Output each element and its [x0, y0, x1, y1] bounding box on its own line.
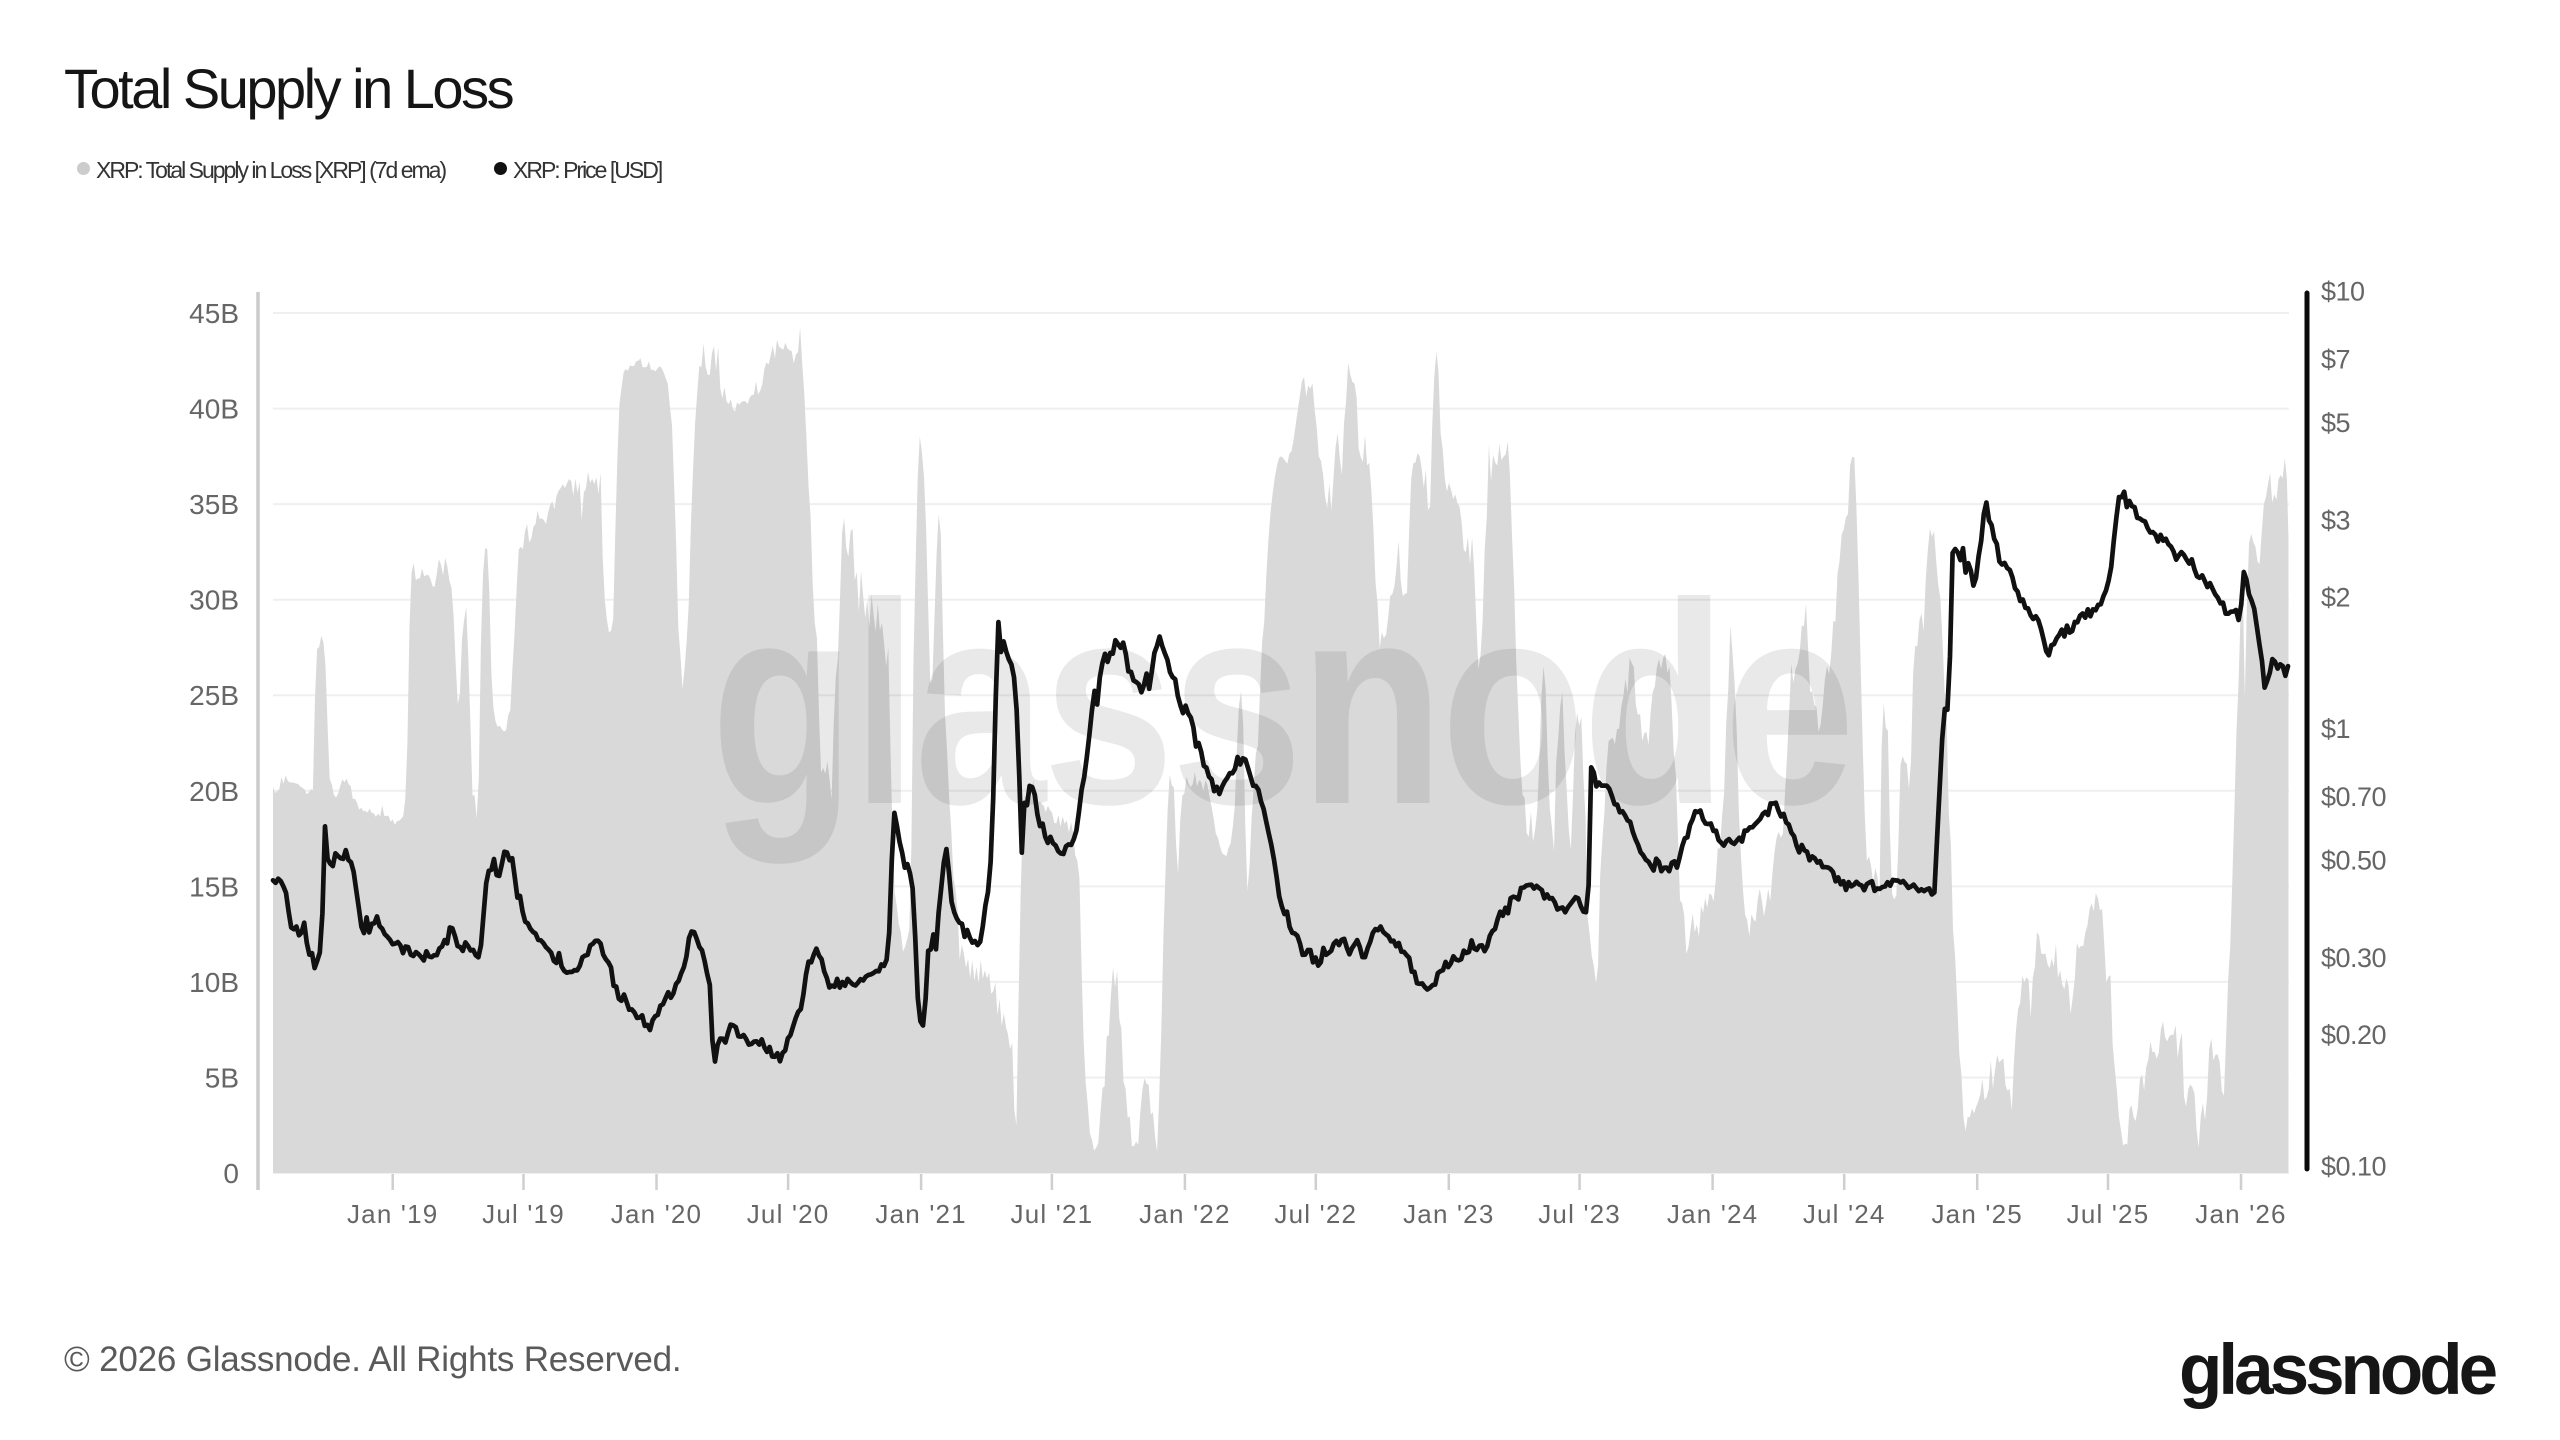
svg-text:Jul '24: Jul '24: [1803, 1199, 1886, 1229]
svg-text:Jan '20: Jan '20: [611, 1199, 702, 1229]
svg-text:$0.10: $0.10: [2321, 1152, 2386, 1182]
svg-text:Jul '20: Jul '20: [747, 1199, 830, 1229]
svg-text:Jan '26: Jan '26: [2195, 1199, 2286, 1229]
svg-text:45B: 45B: [189, 298, 239, 329]
svg-text:Jul '25: Jul '25: [2067, 1199, 2150, 1229]
svg-text:Jul '21: Jul '21: [1011, 1199, 1094, 1229]
svg-text:Jan '21: Jan '21: [875, 1199, 966, 1229]
svg-text:40B: 40B: [189, 394, 239, 425]
svg-text:10B: 10B: [189, 967, 239, 998]
svg-text:20B: 20B: [189, 776, 239, 807]
svg-text:$0.50: $0.50: [2321, 846, 2386, 876]
svg-text:Jul '22: Jul '22: [1274, 1199, 1357, 1229]
svg-text:$10: $10: [2321, 277, 2365, 307]
svg-text:Jul '23: Jul '23: [1538, 1199, 1621, 1229]
svg-text:Jan '25: Jan '25: [1931, 1199, 2022, 1229]
svg-text:$0.20: $0.20: [2321, 1020, 2386, 1050]
svg-text:25B: 25B: [189, 680, 239, 711]
svg-text:Jan '22: Jan '22: [1139, 1199, 1230, 1229]
svg-text:5B: 5B: [205, 1063, 239, 1094]
svg-text:35B: 35B: [189, 489, 239, 520]
svg-text:$3: $3: [2321, 505, 2350, 535]
svg-text:$2: $2: [2321, 582, 2350, 612]
svg-text:Jan '24: Jan '24: [1667, 1199, 1758, 1229]
svg-text:$5: $5: [2321, 408, 2350, 438]
svg-text:$0.30: $0.30: [2321, 943, 2386, 973]
svg-text:15B: 15B: [189, 871, 239, 902]
svg-text:$7: $7: [2321, 344, 2350, 374]
svg-text:glassnode: glassnode: [711, 543, 1852, 865]
svg-text:0: 0: [223, 1158, 239, 1189]
svg-text:Jan '23: Jan '23: [1403, 1199, 1494, 1229]
svg-text:Jan '19: Jan '19: [347, 1199, 438, 1229]
svg-text:30B: 30B: [189, 585, 239, 616]
svg-text:$0.70: $0.70: [2321, 782, 2386, 812]
svg-text:Jul '19: Jul '19: [482, 1199, 565, 1229]
svg-text:$1: $1: [2321, 714, 2350, 744]
